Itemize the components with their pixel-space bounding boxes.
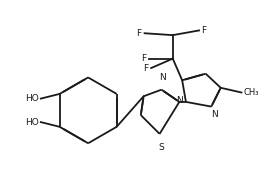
- Text: F: F: [143, 64, 148, 73]
- Text: N: N: [176, 95, 183, 104]
- Text: S: S: [159, 143, 164, 152]
- Text: HO: HO: [25, 118, 39, 127]
- Text: F: F: [201, 26, 206, 35]
- Text: F: F: [141, 54, 146, 63]
- Text: F: F: [136, 29, 142, 38]
- Text: N: N: [159, 73, 166, 82]
- Text: N: N: [211, 110, 218, 119]
- Text: HO: HO: [25, 94, 39, 103]
- Text: CH₃: CH₃: [243, 88, 259, 97]
